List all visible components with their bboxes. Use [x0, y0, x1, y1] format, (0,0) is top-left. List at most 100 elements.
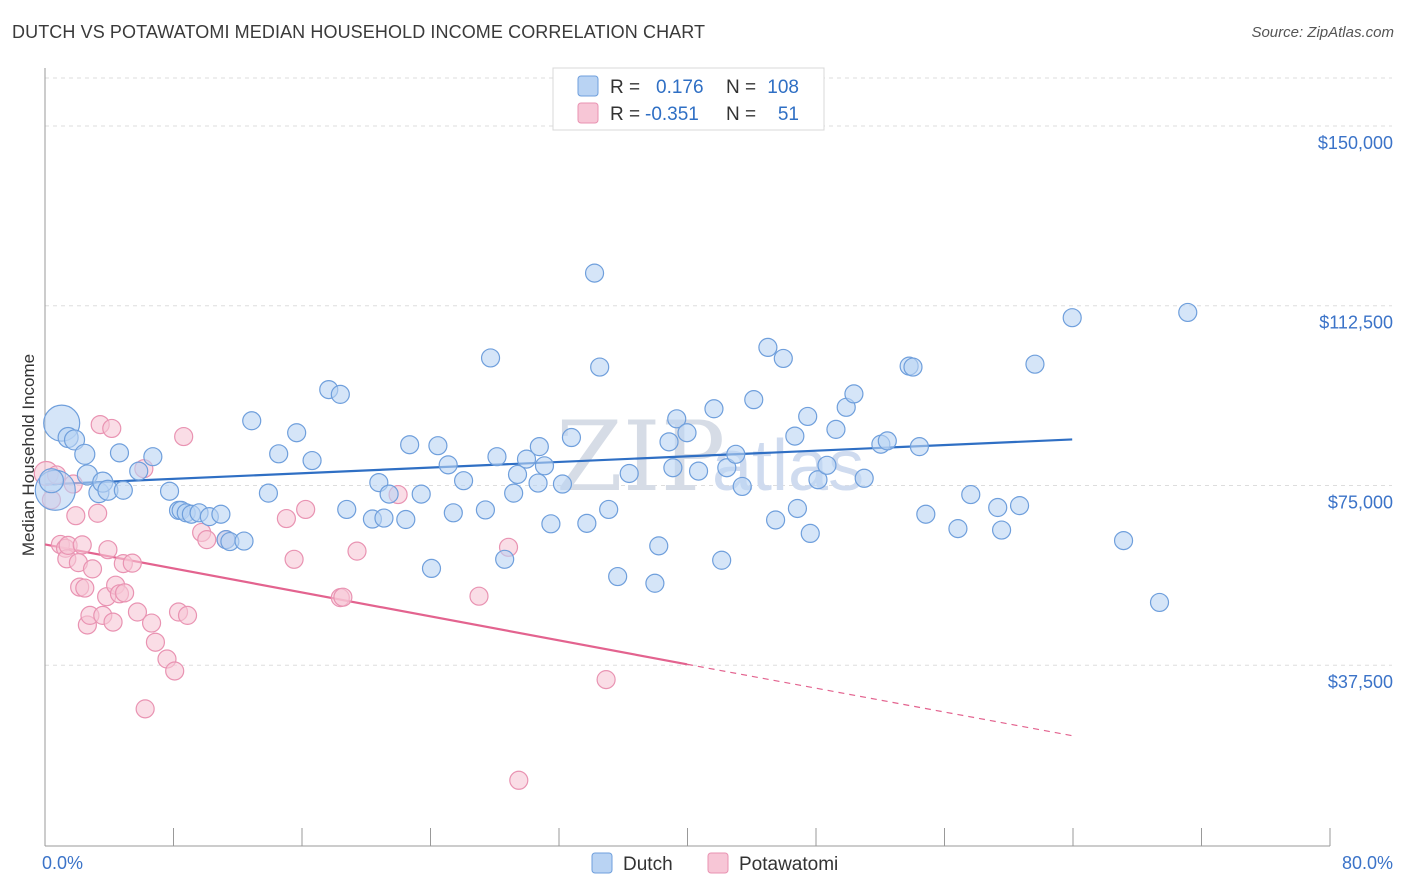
- potawatomi-point: [98, 540, 118, 560]
- dutch-point: [712, 550, 732, 570]
- dutch-point: [258, 483, 279, 503]
- dutch-point: [302, 450, 322, 471]
- dutch-point: [396, 509, 416, 530]
- chart-title: DUTCH VS POTAWATOMI MEDIAN HOUSEHOLD INC…: [12, 22, 706, 42]
- dutch-point: [129, 461, 149, 481]
- dutch-point: [113, 480, 133, 500]
- dutch-point: [726, 444, 746, 464]
- dutch-point: [808, 470, 828, 490]
- dutch-point: [159, 481, 180, 501]
- dutch-point: [688, 461, 709, 481]
- potawatomi-point: [75, 578, 95, 598]
- potawatomi-point: [509, 770, 529, 790]
- dutch-point: [38, 468, 65, 494]
- dutch-point: [608, 566, 628, 587]
- dutch-point: [1009, 496, 1030, 516]
- dutch-point: [817, 455, 837, 475]
- potawatomi-point: [122, 553, 142, 573]
- dutch-point: [74, 443, 96, 465]
- dutch-points: [34, 263, 1198, 613]
- dutch-point: [991, 520, 1012, 540]
- dutch-point: [475, 500, 496, 520]
- dutch-point: [269, 444, 289, 464]
- dutch-point: [1025, 354, 1045, 374]
- dutch-point: [590, 357, 610, 377]
- dutch-point: [143, 447, 163, 467]
- potawatomi-point: [115, 583, 135, 603]
- dutch-point: [528, 473, 548, 493]
- dutch-point: [909, 437, 930, 457]
- y-axis-label: Median Household Income: [19, 354, 38, 556]
- dutch-point: [916, 504, 936, 524]
- dutch-point: [877, 431, 897, 451]
- dutch-point: [988, 497, 1008, 518]
- dutch-point: [584, 263, 605, 283]
- dutch-point: [704, 399, 724, 419]
- dutch-point: [211, 504, 231, 524]
- y-tick-label: $112,500: [1319, 313, 1393, 333]
- legend-dutch-r-value: 0.176: [656, 77, 704, 98]
- dutch-point: [541, 514, 561, 534]
- dutch-point: [663, 458, 683, 478]
- dutch-point: [516, 449, 537, 469]
- dutch-point: [1178, 302, 1198, 323]
- dutch-point: [379, 484, 399, 504]
- potawatomi-point: [177, 605, 198, 625]
- potawatomi-point: [145, 632, 166, 652]
- legend-potawatomi-swatch: [577, 102, 599, 124]
- dutch-point: [744, 390, 764, 410]
- legend-potawatomi-n-label: N =: [726, 104, 756, 125]
- potawatomi-point: [347, 541, 367, 561]
- bottom-legend: Dutch Potawatomi: [591, 852, 838, 875]
- dutch-point: [844, 384, 864, 404]
- dutch-point: [443, 503, 463, 523]
- source-credit: Source: ZipAtlas.com: [1251, 24, 1394, 41]
- potawatomi-point: [197, 530, 217, 550]
- bottom-legend-potawatomi-swatch: [707, 852, 729, 874]
- bottom-legend-dutch-swatch: [591, 852, 613, 874]
- potawatomi-point: [469, 586, 489, 606]
- potawatomi-point: [72, 535, 92, 555]
- potawatomi-trend-line: [44, 543, 688, 666]
- potawatomi-point: [276, 508, 296, 529]
- potawatomi-point: [296, 499, 316, 520]
- dutch-point: [854, 468, 874, 488]
- dutch-point: [1062, 308, 1082, 328]
- legend-potawatomi-n-value: 51: [778, 104, 799, 125]
- legend-dutch-r-label: R =: [610, 77, 640, 98]
- dutch-point: [287, 423, 307, 443]
- potawatomi-trend-extension: [686, 663, 1073, 737]
- potawatomi-point: [174, 426, 194, 447]
- dutch-point: [765, 510, 786, 530]
- dutch-point: [487, 447, 507, 467]
- potawatomi-point: [165, 661, 185, 681]
- dutch-point: [659, 432, 679, 452]
- dutch-point: [773, 348, 793, 369]
- y-tick-label: $75,000: [1328, 492, 1393, 512]
- dutch-point: [619, 463, 639, 484]
- y-tick-label: $150,000: [1318, 133, 1393, 153]
- dutch-point: [561, 427, 582, 448]
- dutch-point: [758, 337, 778, 358]
- dutch-point: [374, 508, 394, 528]
- dutch-point: [903, 357, 923, 377]
- bottom-legend-dutch-label: Dutch: [623, 854, 673, 875]
- dutch-point: [438, 455, 458, 475]
- dutch-point: [507, 464, 528, 485]
- dutch-point: [63, 429, 86, 451]
- legend-dutch-swatch: [577, 75, 599, 97]
- dutch-point: [504, 483, 524, 503]
- dutch-point: [411, 484, 431, 504]
- dutch-point: [534, 456, 555, 476]
- dutch-point: [109, 443, 130, 463]
- potawatomi-point: [82, 559, 103, 579]
- dutch-point: [495, 549, 515, 569]
- dutch-point: [400, 435, 420, 455]
- potawatomi-point: [66, 506, 86, 526]
- legend-potawatomi-r-value: -0.351: [645, 104, 699, 125]
- watermark-zip: ZIP: [556, 401, 725, 513]
- dutch-point: [948, 519, 968, 539]
- dutch-point: [787, 498, 808, 519]
- dutch-point: [1113, 530, 1134, 551]
- dutch-point: [421, 558, 442, 579]
